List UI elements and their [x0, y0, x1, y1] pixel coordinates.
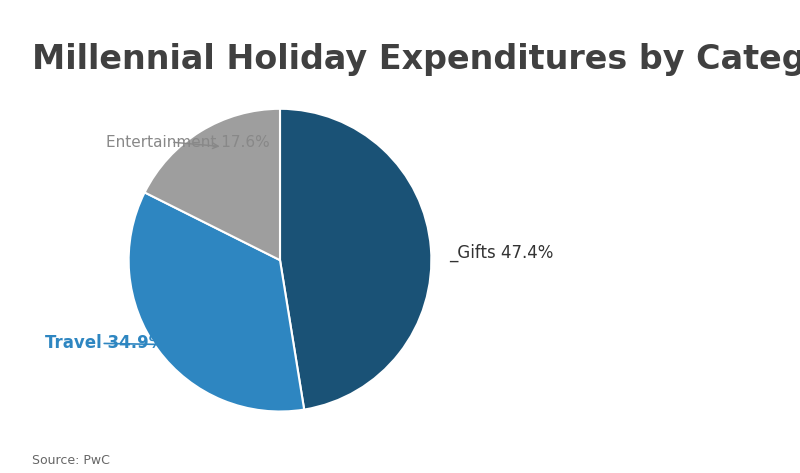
Text: Entertainment 17.6%: Entertainment 17.6% — [106, 135, 270, 149]
Wedge shape — [280, 109, 431, 410]
Wedge shape — [129, 193, 304, 412]
Text: Travel 34.9%: Travel 34.9% — [46, 334, 166, 352]
Text: _Gifts 47.4%: _Gifts 47.4% — [450, 244, 554, 262]
Text: Source: PwC: Source: PwC — [32, 454, 110, 466]
Wedge shape — [145, 109, 280, 260]
Text: Millennial Holiday Expenditures by Category: Millennial Holiday Expenditures by Categ… — [32, 43, 800, 76]
